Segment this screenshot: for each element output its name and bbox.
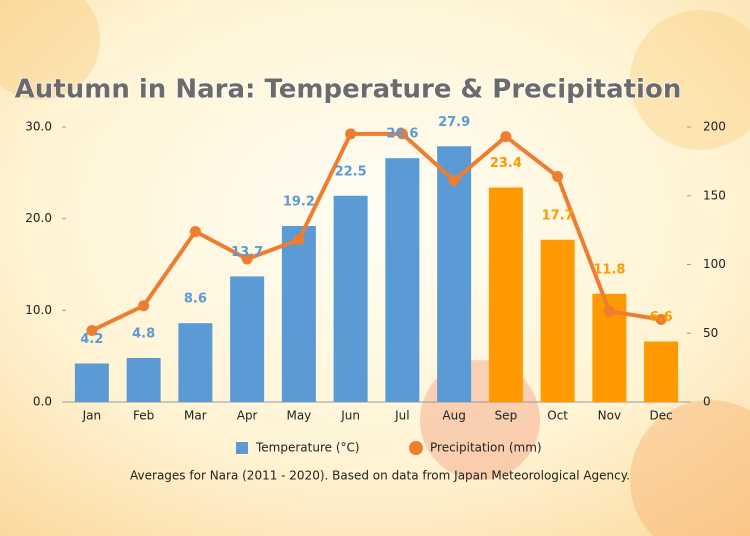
data-label: 6.6: [650, 310, 673, 325]
bar: [333, 195, 368, 402]
x-tick-label: Sep: [495, 409, 518, 423]
bar: [281, 226, 316, 402]
legend-label: Precipitation (mm): [430, 441, 542, 455]
data-label: 22.5: [335, 164, 367, 179]
precipitation-line: [91, 131, 662, 333]
line-marker: [293, 234, 305, 246]
data-label: 17.7: [542, 208, 574, 223]
x-tick-label: Jun: [340, 409, 360, 423]
bar: [488, 187, 523, 402]
y-tick-label: 30.0: [25, 120, 52, 134]
data-label: 13.7: [231, 245, 263, 260]
bar: [437, 146, 472, 402]
x-tick-label: Aug: [442, 409, 465, 423]
legend-swatch: [409, 441, 423, 455]
data-label: 11.8: [593, 262, 625, 277]
chart-title: Autumn in Nara: Temperature & Precipitat…: [15, 75, 682, 105]
x-tick-label: Nov: [598, 409, 621, 423]
data-label: 27.9: [438, 115, 470, 130]
y-tick-label: 20.0: [25, 211, 52, 225]
bar: [178, 323, 213, 402]
y2-tick-label: 0: [703, 395, 711, 409]
x-tick-label: Dec: [650, 409, 673, 423]
x-tick-label: May: [286, 409, 311, 423]
legend-swatch: [236, 442, 248, 454]
data-label: 26.6: [386, 127, 418, 142]
note: Averages for Nara (2011 - 2020). Based o…: [130, 469, 630, 483]
line-marker: [241, 253, 253, 265]
x-tick-label: Oct: [547, 409, 568, 423]
legend-label: Temperature (°C): [255, 441, 360, 455]
y2-tick-label: 100: [703, 257, 726, 271]
line-marker: [552, 171, 564, 182]
line-marker: [500, 131, 512, 143]
line-marker: [603, 305, 615, 317]
y2-tick-label: 50: [703, 326, 718, 340]
bar: [74, 363, 109, 402]
y-tick-label: 10.0: [25, 303, 52, 317]
line-marker: [396, 128, 408, 140]
data-label: 19.2: [283, 195, 315, 210]
bar: [126, 358, 161, 402]
x-tick-label: Jan: [82, 409, 102, 423]
data-label: 4.8: [132, 327, 155, 342]
x-tick-label: Feb: [133, 409, 154, 423]
x-tick-label: Jul: [394, 409, 409, 423]
line-marker: [448, 175, 460, 187]
line-marker: [655, 314, 667, 325]
line-marker: [189, 226, 201, 237]
line-marker: [138, 300, 150, 312]
data-label: 23.4: [490, 156, 522, 171]
bar: [230, 276, 265, 402]
y-tick-label: 0.0: [33, 395, 52, 409]
x-tick-label: Apr: [237, 409, 258, 423]
bar: [540, 239, 575, 402]
line-marker: [86, 325, 98, 336]
data-label: 8.6: [184, 292, 207, 307]
line-marker: [345, 128, 357, 140]
y2-tick-label: 150: [703, 188, 726, 202]
y2-tick-label: 200: [703, 120, 726, 134]
bar: [644, 341, 679, 402]
bar: [385, 158, 420, 402]
data-label: 4.2: [80, 332, 103, 347]
x-tick-label: Mar: [184, 409, 207, 423]
